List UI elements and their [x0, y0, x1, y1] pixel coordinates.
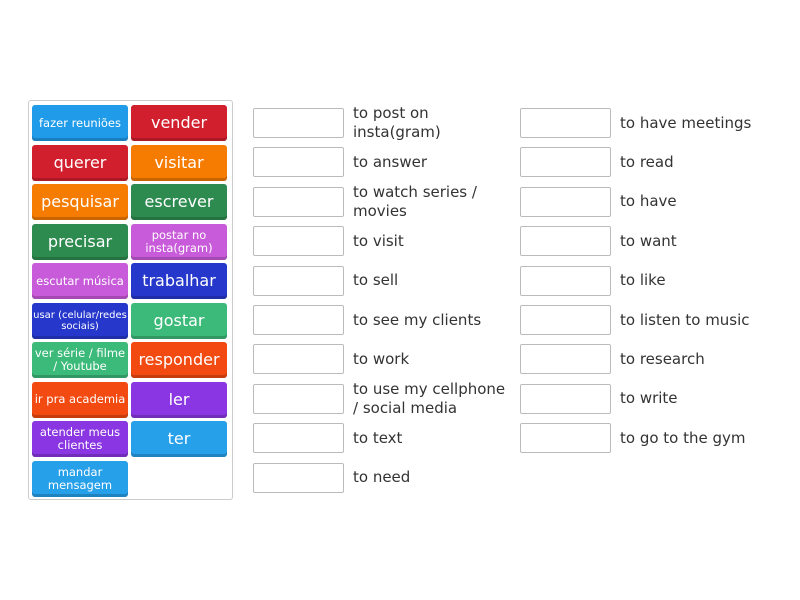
target-label: to see my clients [353, 310, 482, 329]
target-label: to want [620, 231, 677, 250]
target-label: to text [353, 428, 403, 447]
word-tile[interactable]: escrever [131, 184, 227, 220]
word-tile[interactable]: responder [131, 342, 227, 378]
target-label: to like [620, 271, 666, 290]
drop-box[interactable] [520, 186, 611, 217]
drop-box[interactable] [253, 305, 344, 335]
word-tile[interactable]: ler [131, 381, 227, 418]
target-label: to read [620, 152, 674, 171]
target-label: to research [620, 349, 705, 368]
drop-box[interactable] [253, 383, 344, 414]
drop-box[interactable] [253, 265, 344, 296]
target-label: to have meetings [620, 113, 752, 132]
target-label: to watch series / movies [353, 182, 477, 220]
drop-box[interactable] [520, 305, 611, 335]
word-tile[interactable]: ter [131, 421, 227, 457]
target-label: to have [620, 192, 677, 211]
target-label: to sell [353, 271, 399, 290]
word-tile[interactable]: precisar [32, 223, 128, 260]
drop-box[interactable] [520, 383, 611, 414]
target-label: to answer [353, 152, 428, 171]
drop-box[interactable] [253, 344, 344, 375]
word-tile[interactable]: postar no insta(gram) [131, 223, 227, 260]
target-label: to work [353, 349, 410, 368]
word-tile[interactable]: gostar [131, 302, 227, 339]
word-bank: fazer reuniões vender querer visitar pesquis… [28, 100, 233, 500]
drop-box[interactable] [520, 265, 611, 296]
target-label: to listen to music [620, 310, 750, 329]
word-tile[interactable]: atender meus clientes [32, 421, 128, 457]
target-label: to visit [353, 231, 404, 250]
target-label: to go to the gym [620, 428, 746, 447]
word-tile[interactable]: fazer reuniões [32, 105, 128, 141]
word-tile[interactable]: escutar música [32, 263, 128, 299]
word-tile[interactable]: ir pra academia [32, 381, 128, 418]
word-tile[interactable]: pesquisar [32, 184, 128, 220]
target-label: to need [353, 468, 411, 487]
word-tile[interactable]: vender [131, 105, 227, 141]
drop-box[interactable] [253, 423, 344, 454]
drop-box[interactable] [253, 108, 344, 138]
drop-box[interactable] [520, 344, 611, 375]
target-label: to use my cellphone / social media [353, 379, 506, 417]
word-tile[interactable]: mandar mensagem [32, 460, 128, 497]
drop-box[interactable] [520, 108, 611, 138]
word-tile[interactable]: trabalhar [131, 263, 227, 299]
drop-box[interactable] [253, 462, 344, 493]
word-tile[interactable]: usar (celular/redes sociais) [32, 302, 128, 339]
drop-box[interactable] [253, 226, 344, 257]
drop-box[interactable] [520, 423, 611, 454]
target-label: to post on insta(gram) [353, 104, 441, 141]
target-label: to write [620, 389, 678, 408]
word-tile[interactable]: visitar [131, 144, 227, 181]
word-tile[interactable]: querer [32, 144, 128, 181]
drop-box[interactable] [253, 147, 344, 178]
word-tile[interactable]: ver série / filme / Youtube [32, 342, 128, 378]
drop-box[interactable] [253, 186, 344, 217]
drop-box[interactable] [520, 226, 611, 257]
drop-box[interactable] [520, 147, 611, 178]
